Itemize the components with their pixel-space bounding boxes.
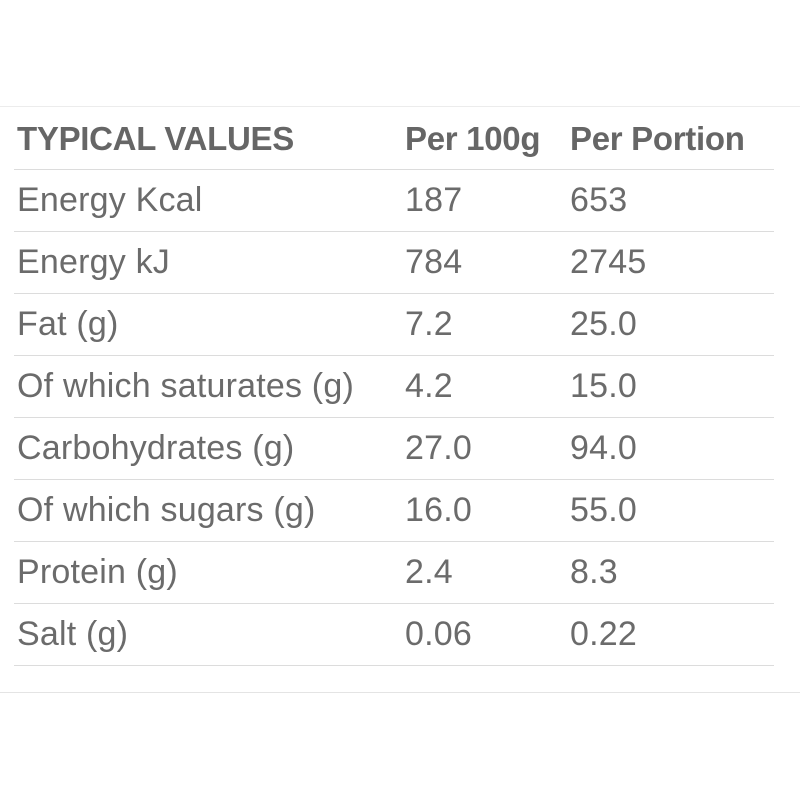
row-label: Energy Kcal (14, 169, 402, 232)
row-label: Of which saturates (g) (14, 355, 402, 418)
table-row: Carbohydrates (g) 27.0 94.0 (14, 417, 774, 480)
per-100g-value: 187 (402, 169, 567, 232)
row-label: Fat (g) (14, 293, 402, 356)
table-header-row: TYPICAL VALUES Per 100g Per Portion (14, 108, 774, 170)
per-portion-value: 653 (567, 169, 774, 232)
per-100g-value: 0.06 (402, 603, 567, 666)
row-label: Protein (g) (14, 541, 402, 604)
header-per-portion: Per Portion (567, 108, 774, 170)
table-row: Of which sugars (g) 16.0 55.0 (14, 479, 774, 542)
per-portion-value: 25.0 (567, 293, 774, 356)
row-label: Salt (g) (14, 603, 402, 666)
row-label: Carbohydrates (g) (14, 417, 402, 480)
per-100g-value: 27.0 (402, 417, 567, 480)
per-portion-value: 94.0 (567, 417, 774, 480)
header-typical-values: TYPICAL VALUES (14, 108, 402, 170)
row-label: Energy kJ (14, 231, 402, 294)
table-row: Energy kJ 784 2745 (14, 231, 774, 294)
table-row: Fat (g) 7.2 25.0 (14, 293, 774, 356)
nutrition-table: TYPICAL VALUES Per 100g Per Portion Ener… (14, 108, 774, 666)
table-row: Energy Kcal 187 653 (14, 169, 774, 232)
per-100g-value: 2.4 (402, 541, 567, 604)
per-portion-value: 2745 (567, 231, 774, 294)
per-portion-value: 0.22 (567, 603, 774, 666)
per-100g-value: 784 (402, 231, 567, 294)
nutrition-panel: TYPICAL VALUES Per 100g Per Portion Ener… (0, 106, 800, 693)
per-portion-value: 8.3 (567, 541, 774, 604)
table-row: Of which saturates (g) 4.2 15.0 (14, 355, 774, 418)
row-label: Of which sugars (g) (14, 479, 402, 542)
per-portion-value: 55.0 (567, 479, 774, 542)
table-row: Salt (g) 0.06 0.22 (14, 603, 774, 666)
per-100g-value: 4.2 (402, 355, 567, 418)
per-100g-value: 16.0 (402, 479, 567, 542)
per-portion-value: 15.0 (567, 355, 774, 418)
per-100g-value: 7.2 (402, 293, 567, 356)
table-row: Protein (g) 2.4 8.3 (14, 541, 774, 604)
header-per-100g: Per 100g (402, 108, 567, 170)
